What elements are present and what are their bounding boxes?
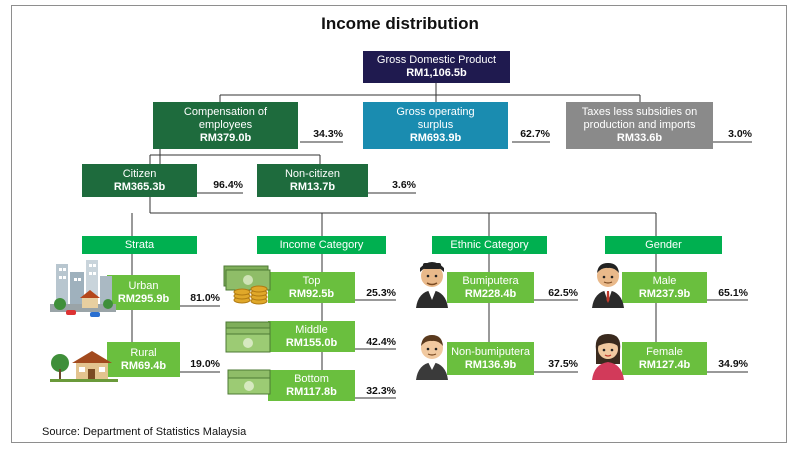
income-top-value: RM92.5b (288, 287, 335, 300)
surplus-label: Gross operating surplus (396, 106, 475, 131)
money-coins-icon (223, 265, 271, 305)
taxes-percent: 3.0% (728, 128, 752, 140)
income-bottom-box: Bottom RM117.8b (268, 370, 355, 401)
male-label: Male (652, 274, 677, 287)
urban-value: RM295.9b (117, 292, 170, 305)
income-top-percent: 25.3% (366, 287, 396, 299)
citizen-percent: 96.4% (213, 179, 243, 191)
female-label: Female (646, 345, 683, 358)
source-note: Source: Department of Statistics Malaysi… (42, 426, 247, 438)
gender-header: Gender (605, 236, 722, 254)
income-bottom-percent: 32.3% (366, 385, 396, 397)
bumiputera-person-icon (416, 262, 448, 308)
income-top-label: Top (302, 274, 321, 287)
rural-box: Rural RM69.4b (107, 342, 180, 377)
money-bills-icon (227, 369, 271, 395)
female-person-icon (592, 334, 624, 380)
city-buildings-icon (50, 260, 116, 317)
rural-house-icon (50, 351, 118, 382)
urban-percent: 81.0% (190, 292, 220, 304)
urban-label: Urban (128, 279, 159, 292)
ethnic-category-header: Ethnic Category (432, 236, 547, 254)
gdp-value: RM1,106.5b (406, 67, 467, 79)
female-percent: 34.9% (718, 358, 748, 370)
non-bumiputera-box: Non-bumiputera RM136.9b (447, 342, 534, 375)
strata-header: Strata (82, 236, 197, 254)
income-bottom-value: RM117.8b (286, 385, 337, 398)
citizen-label: Citizen (122, 167, 157, 180)
income-bottom-label: Bottom (294, 372, 329, 385)
rural-value: RM69.4b (120, 359, 167, 372)
income-middle-value: RM155.0b (285, 336, 338, 349)
income-middle-label: Middle (295, 323, 328, 336)
citizen-value: RM365.3b (113, 180, 166, 193)
surplus-box: Gross operating surplus RM693.9b (363, 102, 508, 149)
taxes-box: Taxes less subsidies on production and i… (566, 102, 713, 149)
money-stack-icon (225, 321, 271, 353)
noncitizen-value: RM13.7b (289, 180, 336, 193)
compensation-percent: 34.3% (313, 128, 343, 140)
diagram-title: Income distribution (321, 14, 479, 33)
noncitizen-box: Non-citizen RM13.7b (257, 164, 368, 197)
noncitizen-label: Non-citizen (284, 167, 341, 180)
non-bumiputera-value: RM136.9b (464, 358, 517, 371)
female-box: Female RM127.4b (622, 342, 707, 375)
male-box: Male RM237.9b (622, 272, 707, 303)
gdp-label: Gross Domestic Product (376, 54, 497, 66)
taxes-value: RM33.6b (616, 132, 663, 144)
rural-percent: 19.0% (190, 358, 220, 370)
income-middle-box: Middle RM155.0b (268, 321, 355, 352)
bumiputera-box: Bumiputera RM228.4b (447, 272, 534, 303)
female-value: RM127.4b (638, 358, 691, 371)
male-value: RM237.9b (638, 287, 691, 300)
compensation-value: RM379.0b (199, 132, 252, 144)
bumiputera-label: Bumiputera (462, 274, 519, 287)
income-category-header: Income Category (257, 236, 386, 254)
income-middle-percent: 42.4% (366, 336, 396, 348)
taxes-label: Taxes less subsidies on production and i… (581, 106, 698, 131)
compensation-label: Compensation of employees (183, 106, 268, 131)
non-bumiputera-person-icon (416, 335, 448, 380)
gdp-box: Gross Domestic Product RM1,106.5b (363, 51, 510, 83)
bumiputera-value: RM228.4b (464, 287, 517, 300)
rural-label: Rural (130, 346, 157, 359)
noncitizen-percent: 3.6% (392, 179, 416, 191)
male-person-icon (592, 263, 624, 308)
surplus-percent: 62.7% (520, 128, 550, 140)
male-percent: 65.1% (718, 287, 748, 299)
urban-box: Urban RM295.9b (107, 275, 180, 310)
non-bumiputera-percent: 37.5% (548, 358, 578, 370)
bumiputera-percent: 62.5% (548, 287, 578, 299)
citizen-box: Citizen RM365.3b (82, 164, 197, 197)
income-top-box: Top RM92.5b (268, 272, 355, 303)
non-bumiputera-label: Non-bumiputera (451, 345, 530, 358)
compensation-box: Compensation of employees RM379.0b (153, 102, 298, 149)
surplus-value: RM693.9b (409, 132, 462, 144)
diagram-frame (11, 5, 787, 443)
